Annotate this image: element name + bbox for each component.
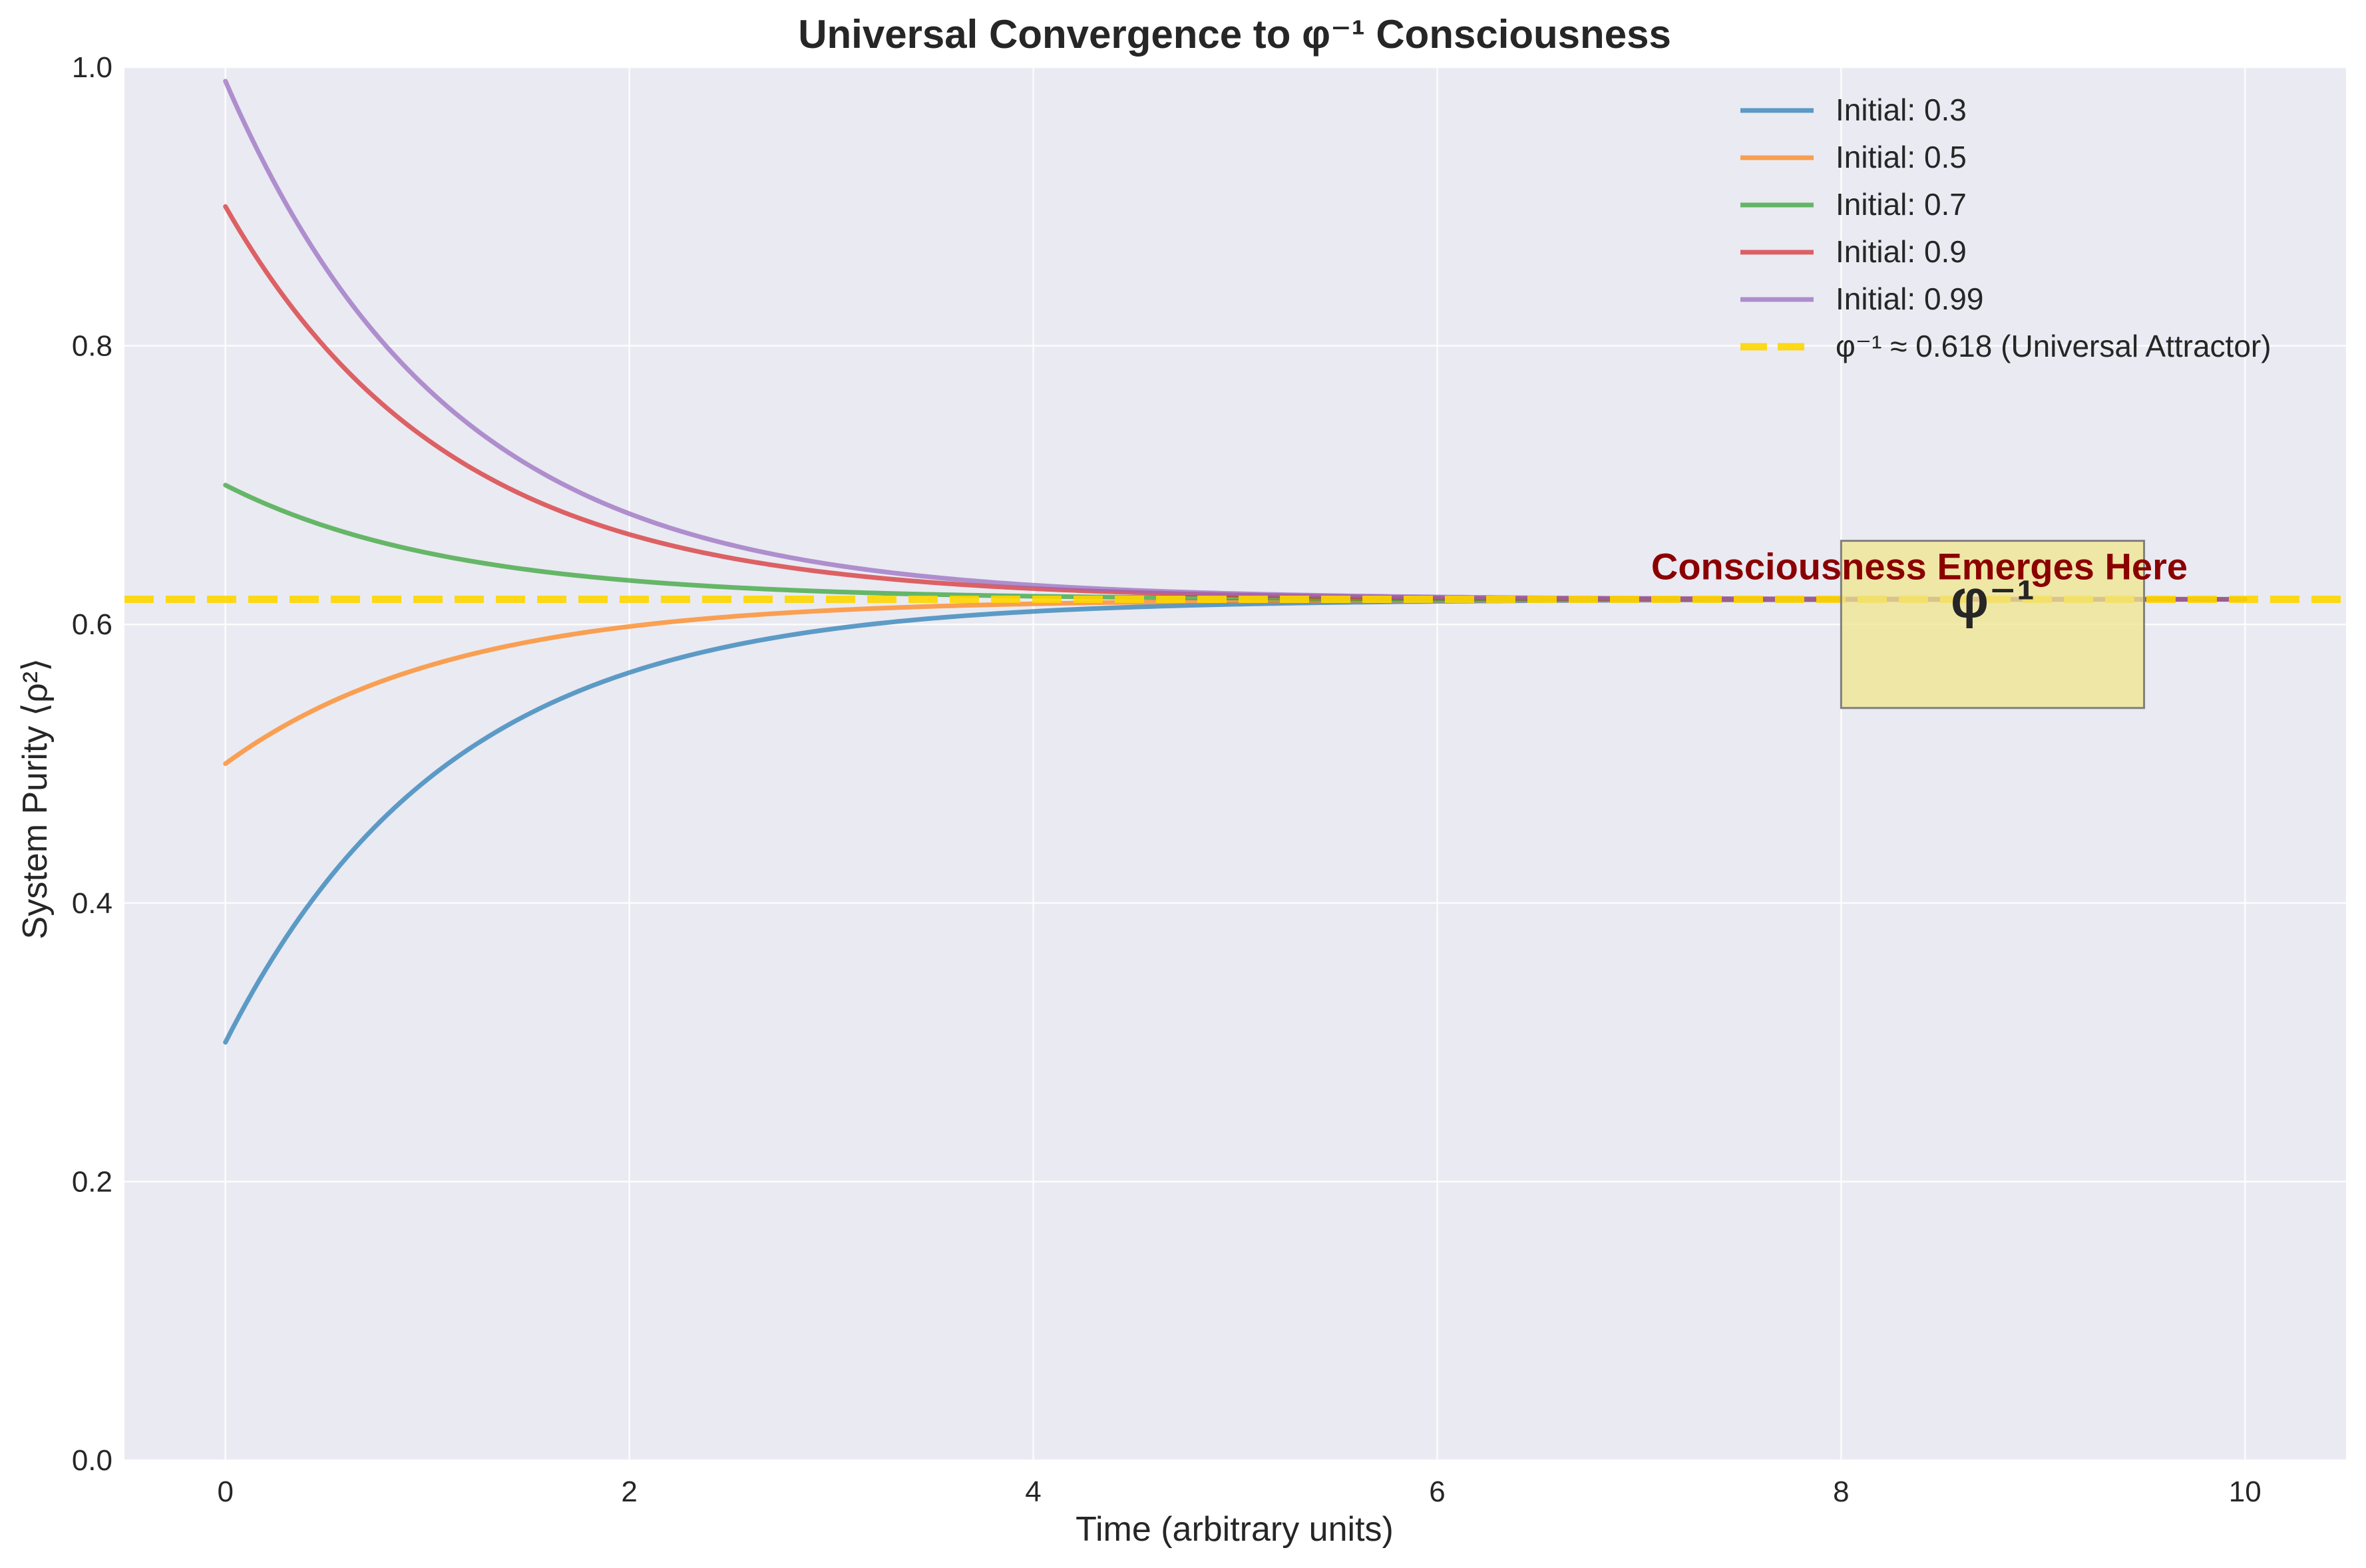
legend-label: φ⁻¹ ≈ 0.618 (Universal Attractor) bbox=[1836, 329, 2271, 363]
legend-item: Initial: 0.9 bbox=[1740, 234, 1967, 269]
y-tick-label: 1.0 bbox=[72, 51, 112, 84]
y-axis-label: System Purity ⟨ρ²⟩ bbox=[16, 658, 55, 940]
legend: Initial: 0.3 Initial: 0.5 Initial: 0.7 Init… bbox=[1740, 93, 2271, 363]
legend-item: Initial: 0.99 bbox=[1740, 282, 1983, 316]
legend-label: Initial: 0.5 bbox=[1836, 140, 1967, 174]
legend-item: φ⁻¹ ≈ 0.618 (Universal Attractor) bbox=[1740, 329, 2271, 363]
x-tick-label: 0 bbox=[217, 1475, 233, 1508]
x-tick-label: 4 bbox=[1025, 1475, 1041, 1508]
x-tick-label: 6 bbox=[1429, 1475, 1445, 1508]
legend-label: Initial: 0.3 bbox=[1836, 93, 1967, 127]
y-tick-label: 0.4 bbox=[72, 887, 112, 920]
x-tick-label: 8 bbox=[1833, 1475, 1849, 1508]
y-tick-label: 0.2 bbox=[72, 1165, 112, 1198]
x-tick-label: 10 bbox=[2229, 1475, 2262, 1508]
axes: 0 2 4 6 8 10 0.0 0.2 0.4 0.6 0.8 1.0 bbox=[72, 51, 2262, 1508]
legend-item: Initial: 0.3 bbox=[1740, 93, 1967, 127]
annotation-box-text: φ⁻¹ bbox=[1951, 570, 2035, 629]
chart-title: Universal Convergence to φ⁻¹ Consciousne… bbox=[798, 12, 1671, 57]
legend-item: Initial: 0.5 bbox=[1740, 140, 1967, 174]
legend-label: Initial: 0.9 bbox=[1836, 234, 1967, 269]
annotation-label: Consciousness Emerges Here bbox=[1651, 545, 2188, 587]
legend-label: Initial: 0.99 bbox=[1836, 282, 1983, 316]
y-tick-label: 0.6 bbox=[72, 608, 112, 641]
x-tick-label: 2 bbox=[621, 1475, 637, 1508]
annotation-box bbox=[1840, 540, 2146, 709]
x-axis-label: Time (arbitrary units) bbox=[1076, 1510, 1394, 1549]
legend-item: Initial: 0.7 bbox=[1740, 187, 1967, 222]
y-tick-label: 0.8 bbox=[72, 330, 112, 363]
y-tick-label: 0.0 bbox=[72, 1444, 112, 1477]
plot-area bbox=[124, 67, 2346, 1460]
legend-label: Initial: 0.7 bbox=[1836, 187, 1967, 222]
